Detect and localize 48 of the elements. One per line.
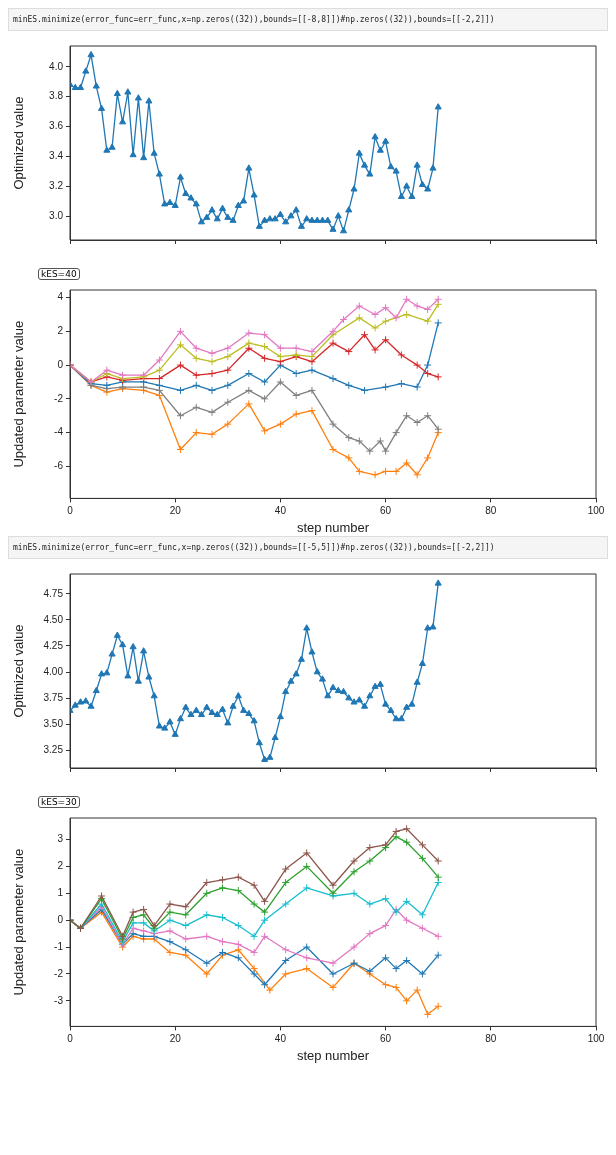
y-tick-label: 3.50 xyxy=(43,717,64,729)
x-tick-label: 60 xyxy=(380,1033,392,1045)
y-tick-label: 4.50 xyxy=(43,613,64,625)
y-tick-label: 3.6 xyxy=(49,120,64,132)
x-tick-label: 60 xyxy=(380,505,392,517)
y-axis-title: Optimized value xyxy=(11,96,27,190)
y-tick-label: 2 xyxy=(57,860,64,872)
x-tick-label: 0 xyxy=(67,1033,74,1045)
y-tick-label: 0 xyxy=(57,358,64,370)
y-tick-label: -2 xyxy=(54,392,64,404)
y-axis-title: Updated parameter value xyxy=(11,848,27,996)
y-tick-label: -1 xyxy=(54,940,64,952)
x-tick-label: 0 xyxy=(67,505,74,517)
y-tick-label: 2 xyxy=(57,325,64,337)
y-tick-label: 3.25 xyxy=(43,744,64,756)
y-tick-label: 4 xyxy=(57,291,64,303)
y-tick-label: -2 xyxy=(54,967,64,979)
y-tick-label: 4.25 xyxy=(43,639,64,651)
text: kES=40 xyxy=(38,268,80,280)
y-tick-label: 3 xyxy=(57,833,64,845)
x-axis-title: step number xyxy=(296,1047,370,1063)
y-tick-label: 3.2 xyxy=(49,180,64,192)
y-tick-label: 0 xyxy=(57,913,64,925)
x-tick-label: 20 xyxy=(169,505,182,517)
y-tick-label: -4 xyxy=(54,426,64,438)
x-tick-label: 40 xyxy=(274,1033,287,1045)
y-axis-title: Updated parameter value xyxy=(11,320,27,468)
y-tick-label: 4.75 xyxy=(43,587,64,599)
y-tick-label: 3.75 xyxy=(43,691,64,703)
y-tick-label: 4.00 xyxy=(43,665,64,677)
x-tick-label: 80 xyxy=(485,505,497,517)
x-axis-title: step number xyxy=(296,519,370,535)
x-tick-label: 80 xyxy=(485,1033,497,1045)
y-tick-label: 1 xyxy=(57,887,64,899)
y-tick-label: 3.8 xyxy=(49,90,64,102)
y-tick-label: -6 xyxy=(54,460,64,472)
y-tick-label: 4.0 xyxy=(49,60,64,72)
y-tick-label: 3.0 xyxy=(49,209,64,221)
y-tick-label: 3.4 xyxy=(49,150,64,162)
y-tick-label: -3 xyxy=(54,994,64,1006)
x-tick-label: 20 xyxy=(169,1033,182,1045)
chart-title: minES.minimize(error_func=err_func,x=np.zeros((32)),bounds=[[-8,8]])#np.zeros((32)),bounds=[[-2,2]]) xyxy=(8,8,608,31)
x-tick-label: 100 xyxy=(587,1033,605,1045)
chart-title: minES.minimize(error_func=err_func,x=np.zeros((32)),bounds=[[-5,5]])#np.zeros((32)),bounds=[[-2,2]]) xyxy=(8,536,608,559)
x-tick-label: 100 xyxy=(587,505,605,517)
y-axis-title: Optimized value xyxy=(11,624,27,718)
text: kES=30 xyxy=(38,796,80,808)
x-tick-label: 40 xyxy=(274,505,287,517)
